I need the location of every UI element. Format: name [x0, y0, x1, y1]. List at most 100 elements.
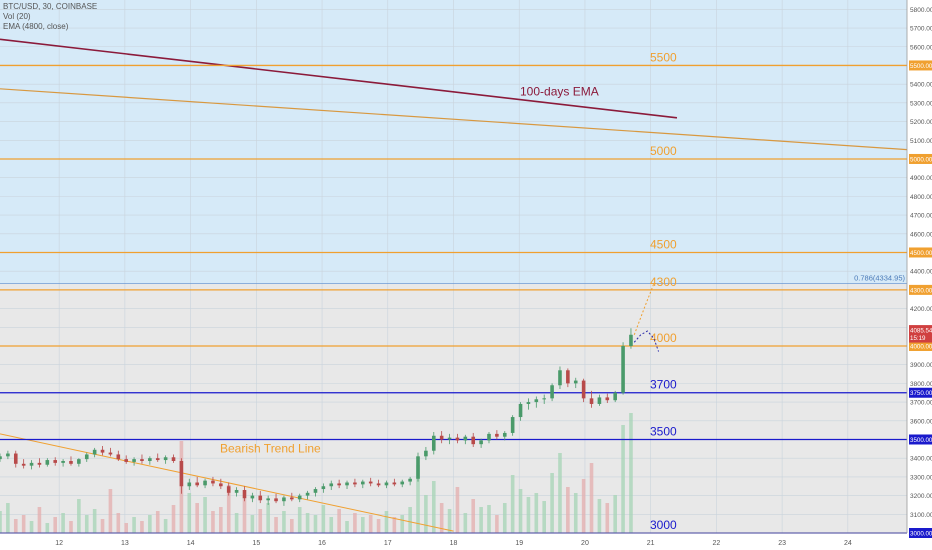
- price-tag-bg: [909, 284, 932, 295]
- candle-body: [84, 454, 89, 460]
- volume-bar: [171, 505, 176, 533]
- candle: [439, 431, 444, 444]
- volume-bar: [305, 513, 310, 533]
- candle-body: [510, 417, 515, 433]
- candle-body: [29, 462, 34, 466]
- x-tick-label: 23: [778, 540, 786, 547]
- candle-body: [495, 433, 499, 437]
- volume-bar: [463, 513, 468, 533]
- price-tag-text: 4000.00: [910, 343, 932, 350]
- volume-bar: [290, 519, 294, 533]
- candle: [321, 483, 326, 493]
- volume-bar: [53, 517, 58, 533]
- y-tick-label: 4700.00: [910, 213, 932, 220]
- y-tick-label: 5700.00: [910, 26, 932, 33]
- candle: [550, 383, 554, 402]
- bearish-trend-line-label: Bearish Trend Line: [220, 442, 321, 456]
- volume-bar: [140, 521, 144, 533]
- candle: [408, 476, 412, 486]
- price-tag-text: 3500.00: [910, 437, 932, 444]
- candle-body: [321, 486, 326, 490]
- candle-body: [329, 483, 334, 487]
- price-tag-3000: 3000.00: [909, 528, 932, 538]
- ema-100-line: [0, 38, 678, 119]
- y-tick-label: 5100.00: [910, 138, 932, 145]
- candle-body: [77, 459, 81, 464]
- ema-100-label: 100-days EMA: [520, 84, 599, 98]
- current-price-text: 15:19: [910, 335, 926, 342]
- candle-body: [526, 402, 531, 404]
- volume-bar: [502, 503, 507, 533]
- candle: [29, 460, 34, 470]
- price-tag-text: 3750.00: [910, 390, 932, 397]
- candle-body: [605, 397, 610, 401]
- candle-body: [132, 459, 136, 462]
- candle: [589, 390, 594, 408]
- x-tick-label: 12: [55, 540, 63, 547]
- candle: [187, 478, 192, 490]
- volume-bar: [384, 511, 389, 533]
- volume-bar: [479, 507, 483, 533]
- candle: [566, 368, 570, 388]
- candle: [542, 394, 546, 404]
- volume-bar: [234, 513, 239, 533]
- candle-body: [290, 497, 294, 500]
- candle-body: [140, 459, 144, 461]
- candle: [534, 396, 539, 408]
- candle: [6, 450, 10, 460]
- candle: [0, 453, 2, 462]
- y-tick-label: 3900.00: [910, 362, 932, 369]
- price-tag-bg: [909, 60, 932, 71]
- price-tag-bg: [909, 434, 932, 445]
- volume-bar: [195, 503, 199, 533]
- candle: [61, 459, 65, 467]
- x-tick-label: 22: [713, 540, 721, 547]
- candle-body: [392, 482, 397, 485]
- candle-body: [108, 452, 113, 455]
- candle-body: [424, 450, 428, 457]
- candle-body: [502, 432, 507, 437]
- price-tag-bg: [909, 340, 932, 351]
- volume-bar: [242, 499, 247, 533]
- volume-bar: [282, 511, 286, 533]
- candle: [376, 479, 381, 488]
- level-label-3000: 3000: [650, 518, 677, 532]
- candle-body: [479, 440, 483, 445]
- y-tick-label: 3300.00: [910, 474, 932, 481]
- candle-body: [211, 480, 215, 484]
- candle-body: [226, 486, 231, 493]
- volume-bar: [61, 513, 65, 533]
- candle-body: [455, 437, 460, 441]
- candle-body: [463, 436, 468, 441]
- volume-bar: [108, 489, 113, 533]
- candle: [361, 479, 365, 489]
- candle: [447, 433, 452, 445]
- level-label-4000: 4000: [650, 331, 677, 345]
- candle-body: [187, 482, 192, 487]
- price-tag-3500: 3500.00: [909, 434, 932, 445]
- price-tag-bg: [909, 387, 932, 398]
- candle: [297, 493, 302, 503]
- volume-bar: [431, 481, 436, 533]
- candle: [337, 479, 341, 489]
- volume-bar: [605, 503, 610, 533]
- candle: [329, 480, 334, 490]
- candle-body: [171, 457, 176, 461]
- volume-bar: [226, 485, 231, 533]
- price-tag-4300: 4300.00: [909, 284, 932, 295]
- volume-bar: [439, 503, 444, 533]
- y-tick-label: 4200.00: [910, 306, 932, 313]
- volume-bar: [258, 509, 263, 533]
- candle-body: [589, 398, 594, 404]
- candle: [13, 450, 18, 468]
- legend-symbol: BTC/USD, 30, COINBASE: [3, 2, 98, 11]
- legend-volume: Vol (20): [3, 12, 31, 21]
- candle-body: [487, 433, 491, 441]
- candle: [77, 458, 81, 467]
- candle: [69, 456, 73, 466]
- ema-4800-line: [0, 88, 908, 151]
- candle: [274, 493, 278, 504]
- price-tag-text: 4300.00: [910, 287, 932, 294]
